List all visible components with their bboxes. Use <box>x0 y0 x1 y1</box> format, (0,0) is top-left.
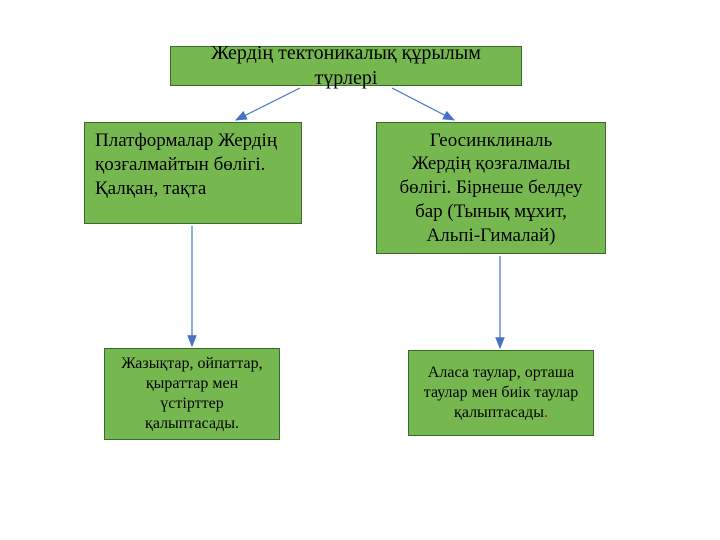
geosyncline-node: Геосинклиналь Жердің қозғалмалы бөлігі. … <box>376 122 606 254</box>
root-node: Жердің тектоникалық құрылым түрлері <box>170 46 522 86</box>
platform-label: Платформалар Жердің қозғалмайтын бөлігі.… <box>95 129 291 200</box>
platform-node: Платформалар Жердің қозғалмайтын бөлігі.… <box>84 122 302 224</box>
edge-root-to-platform <box>236 88 300 120</box>
mountains-label-main: Аласа таулар, орташа таулар мен биік тау… <box>424 364 578 421</box>
edge-root-to-geosyncline <box>392 88 454 120</box>
root-label: Жердің тектоникалық құрылым түрлері <box>181 41 511 91</box>
mountains-label: Аласа таулар, орташа таулар мен биік тау… <box>419 363 583 423</box>
plains-node: Жазықтар, ойпаттар, қыраттар мен үстіртт… <box>104 348 280 440</box>
plains-label: Жазықтар, ойпаттар, қыраттар мен үстіртт… <box>115 354 269 434</box>
geosyncline-label: Геосинклиналь Жердің қозғалмалы бөлігі. … <box>387 129 595 248</box>
mountains-node: Аласа таулар, орташа таулар мен биік тау… <box>408 350 594 436</box>
mountains-label-period: . <box>544 404 548 421</box>
